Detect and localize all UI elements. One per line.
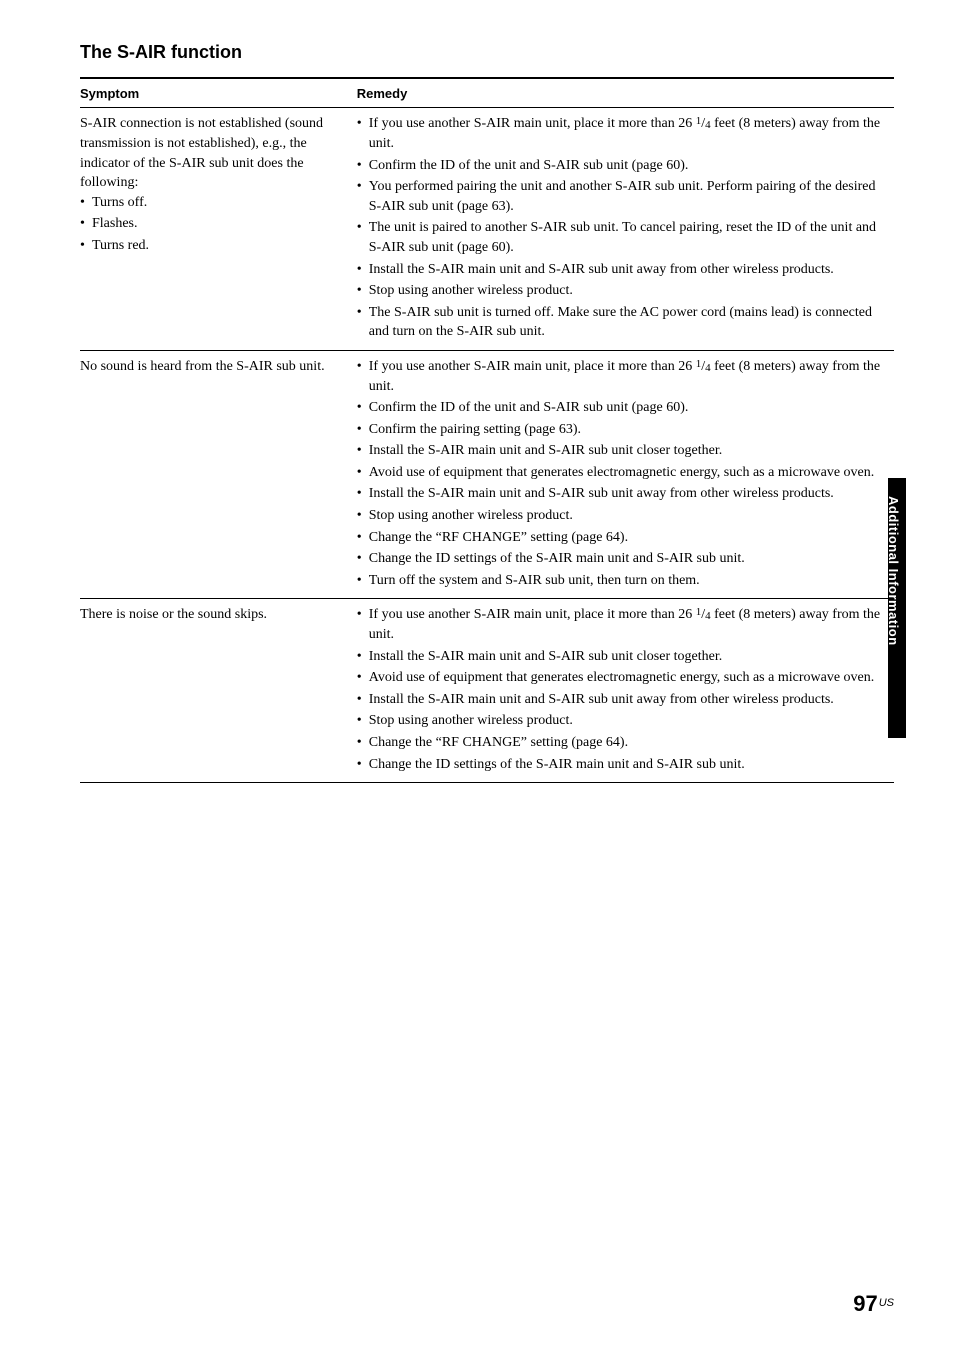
list-item: Install the S-AIR main unit and S-AIR su…: [357, 441, 886, 461]
list-item: Avoid use of equipment that generates el…: [357, 463, 886, 483]
symptom-cell: S-AIR connection is not established (sou…: [80, 108, 357, 351]
symptom-text: S-AIR connection is not established (sou…: [80, 114, 349, 192]
table-row: No sound is heard from the S-AIR sub uni…: [80, 350, 894, 599]
symptom-cell: No sound is heard from the S-AIR sub uni…: [80, 350, 357, 599]
page-number-value: 97: [853, 1291, 877, 1316]
list-item: Change the ID settings of the S-AIR main…: [357, 549, 886, 569]
list-item: Turn off the system and S-AIR sub unit, …: [357, 571, 886, 591]
list-item: Confirm the pairing setting (page 63).: [357, 420, 886, 440]
list-item: Install the S-AIR main unit and S-AIR su…: [357, 484, 886, 504]
header-symptom: Symptom: [80, 78, 357, 108]
list-item: If you use another S-AIR main unit, plac…: [357, 114, 886, 153]
table-row: There is noise or the sound skips. If yo…: [80, 599, 894, 783]
page-locale: US: [879, 1297, 894, 1309]
list-item: If you use another S-AIR main unit, plac…: [357, 357, 886, 396]
remedy-cell: If you use another S-AIR main unit, plac…: [357, 350, 894, 599]
list-item: You performed pairing the unit and anoth…: [357, 177, 886, 216]
remedy-cell: If you use another S-AIR main unit, plac…: [357, 108, 894, 351]
troubleshooting-table: Symptom Remedy S-AIR connection is not e…: [80, 77, 894, 783]
list-item: If you use another S-AIR main unit, plac…: [357, 605, 886, 644]
list-item: Flashes.: [80, 214, 349, 234]
list-item: Confirm the ID of the unit and S-AIR sub…: [357, 398, 886, 418]
header-remedy: Remedy: [357, 78, 894, 108]
list-item: Install the S-AIR main unit and S-AIR su…: [357, 647, 886, 667]
remedy-list: If you use another S-AIR main unit, plac…: [357, 114, 886, 342]
list-item: Install the S-AIR main unit and S-AIR su…: [357, 690, 886, 710]
remedy-list: If you use another S-AIR main unit, plac…: [357, 605, 886, 774]
remedy-cell: If you use another S-AIR main unit, plac…: [357, 599, 894, 783]
list-item: Change the “RF CHANGE” setting (page 64)…: [357, 528, 886, 548]
list-item: Confirm the ID of the unit and S-AIR sub…: [357, 156, 886, 176]
symptom-sublist: Turns off. Flashes. Turns red.: [80, 193, 349, 256]
side-label: Additional Information: [884, 496, 902, 646]
list-item: Stop using another wireless product.: [357, 281, 886, 301]
remedy-list: If you use another S-AIR main unit, plac…: [357, 357, 886, 591]
list-item: Stop using another wireless product.: [357, 506, 886, 526]
symptom-text: There is noise or the sound skips.: [80, 605, 349, 625]
symptom-cell: There is noise or the sound skips.: [80, 599, 357, 783]
list-item: Turns off.: [80, 193, 349, 213]
table-row: S-AIR connection is not established (sou…: [80, 108, 894, 351]
page-number: 97US: [853, 1289, 894, 1320]
symptom-text: No sound is heard from the S-AIR sub uni…: [80, 357, 349, 377]
list-item: The unit is paired to another S-AIR sub …: [357, 218, 886, 257]
list-item: Change the “RF CHANGE” setting (page 64)…: [357, 733, 886, 753]
list-item: Stop using another wireless product.: [357, 711, 886, 731]
section-title: The S-AIR function: [80, 40, 894, 65]
list-item: The S-AIR sub unit is turned off. Make s…: [357, 303, 886, 342]
list-item: Change the ID settings of the S-AIR main…: [357, 755, 886, 775]
list-item: Install the S-AIR main unit and S-AIR su…: [357, 260, 886, 280]
list-item: Turns red.: [80, 236, 349, 256]
list-item: Avoid use of equipment that generates el…: [357, 668, 886, 688]
